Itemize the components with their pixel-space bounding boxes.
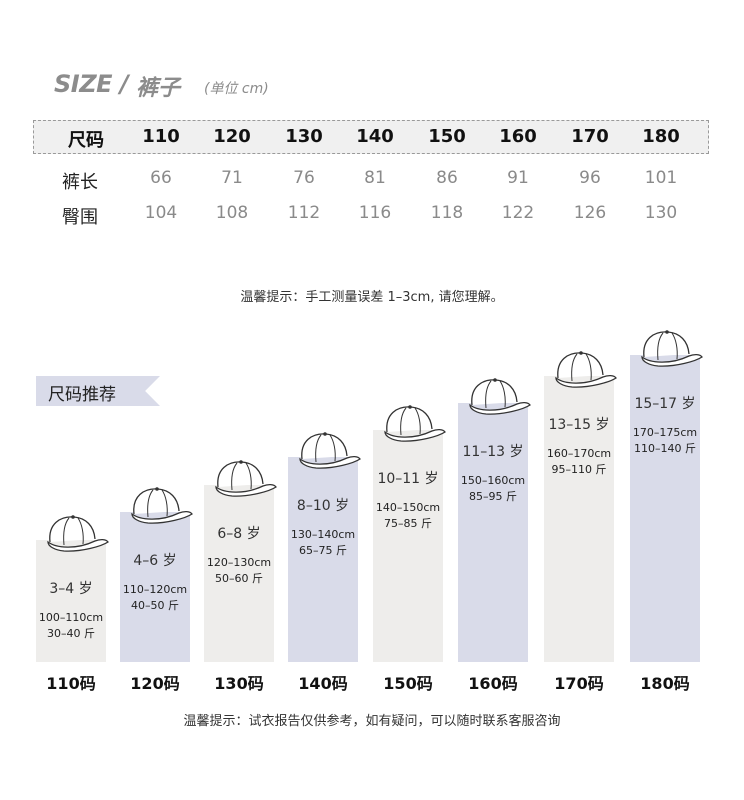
size-value-cell: 81 (364, 168, 386, 188)
weight-range: 85–95 斤 (469, 490, 517, 503)
size-value-cell: 122 (501, 203, 535, 223)
size-value-cell: 104 (144, 203, 178, 223)
height-range: 120–130cm (206, 556, 272, 569)
size-header-cell: 160 (499, 126, 537, 147)
age-range: 11–13 岁 (462, 444, 524, 460)
title-size: SIZE / (54, 70, 129, 98)
height-range: 170–175cm (632, 426, 698, 439)
size-label: 150码 (383, 674, 433, 693)
age-range: 13–15 岁 (548, 417, 610, 433)
baseball-cap-icon (126, 484, 194, 528)
size-label: 160码 (468, 674, 518, 693)
weight-range: 40–50 斤 (131, 599, 179, 612)
baseball-cap-icon (464, 375, 532, 419)
recommend-tag (36, 376, 160, 406)
weight-range: 110–140 斤 (634, 442, 696, 455)
age-range: 8–10 岁 (296, 498, 350, 514)
age-range: 3–4 岁 (49, 581, 93, 597)
height-range: 160–170cm (546, 447, 612, 460)
size-bar (288, 457, 358, 662)
recommend-title: 尺码推荐 (48, 385, 116, 405)
title-unit: (单位 cm) (204, 81, 269, 97)
size-header-cell: 120 (213, 126, 251, 147)
size-label: 130码 (214, 674, 264, 693)
size-header-cell: 140 (356, 126, 394, 147)
size-bar (544, 376, 614, 662)
weight-range: 95–110 斤 (551, 463, 607, 476)
size-value-cell: 101 (644, 168, 678, 188)
height-range: 150–160cm (460, 474, 526, 487)
size-bar (120, 512, 190, 662)
weight-range: 75–85 斤 (384, 517, 432, 530)
baseball-cap-icon (210, 457, 278, 501)
size-bar (36, 540, 106, 662)
weight-range: 50–60 斤 (215, 572, 263, 585)
size-value-cell: 112 (287, 203, 321, 223)
size-label: 180码 (640, 674, 690, 693)
age-range: 6–8 岁 (217, 526, 261, 542)
baseball-cap-icon (294, 429, 362, 473)
size-bar (204, 485, 274, 662)
size-header-cell: 180 (642, 126, 680, 147)
size-bar (458, 403, 528, 662)
size-row-label: 裤长 (62, 172, 98, 193)
baseball-cap-icon (636, 327, 704, 371)
height-range: 140–150cm (375, 501, 441, 514)
size-label: 140码 (298, 674, 348, 693)
size-value-cell: 126 (573, 203, 607, 223)
size-label: 120码 (130, 674, 180, 693)
baseball-cap-icon (42, 512, 110, 556)
size-bar (373, 430, 443, 662)
size-value-cell: 76 (293, 168, 315, 188)
size-label: 170码 (554, 674, 604, 693)
size-table-header-label: 尺码 (68, 130, 104, 151)
baseball-cap-icon (379, 402, 447, 446)
size-value-cell: 66 (150, 168, 172, 188)
title-category: 裤子 (136, 76, 181, 101)
size-value-cell: 91 (507, 168, 529, 188)
size-header-cell: 150 (428, 126, 466, 147)
measure-tip: 温馨提示：手工测量误差 1–3cm, 请您理解。 (240, 290, 504, 305)
age-range: 4–6 岁 (133, 553, 177, 569)
size-label: 110码 (46, 674, 96, 693)
height-range: 100–110cm (38, 611, 104, 624)
height-range: 130–140cm (290, 528, 356, 541)
size-value-cell: 86 (436, 168, 458, 188)
size-value-cell: 130 (644, 203, 678, 223)
size-table-header-row (33, 120, 709, 154)
bottom-tip: 温馨提示：试衣报告仅供参考，如有疑问，可以随时联系客服咨询 (183, 714, 561, 729)
height-range: 110–120cm (122, 583, 188, 596)
weight-range: 65–75 斤 (299, 544, 347, 557)
size-row-label: 臀围 (62, 207, 98, 228)
weight-range: 30–40 斤 (47, 627, 95, 640)
size-value-cell: 116 (358, 203, 392, 223)
age-range: 15–17 岁 (634, 396, 696, 412)
size-header-cell: 110 (142, 126, 180, 147)
size-value-cell: 108 (215, 203, 249, 223)
size-value-cell: 71 (221, 168, 243, 188)
size-header-cell: 170 (571, 126, 609, 147)
size-header-cell: 130 (285, 126, 323, 147)
size-value-cell: 96 (579, 168, 601, 188)
age-range: 10–11 岁 (377, 471, 439, 487)
size-bar (630, 355, 700, 662)
size-value-cell: 118 (430, 203, 464, 223)
baseball-cap-icon (550, 348, 618, 392)
